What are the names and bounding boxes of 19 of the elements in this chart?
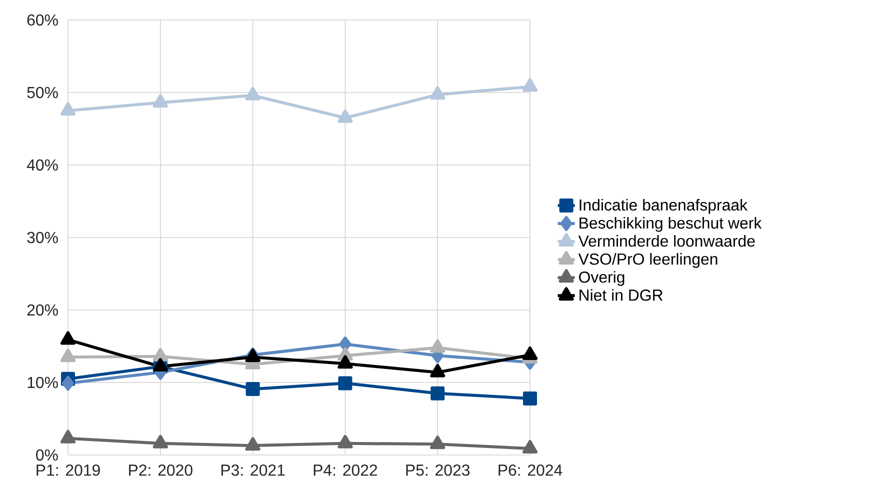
legend-label: Verminderde loonwaarde [578,235,755,247]
y-tick-label: 0% [36,449,58,461]
y-tick-label: 10% [28,376,58,388]
x-tick-label: P4: 2022 [314,464,378,476]
x-tick-label: P3: 2021 [221,464,285,476]
y-tick-label: 30% [27,232,58,244]
legend-label: VSO/PrO leerlingen [578,253,718,268]
y-tick-label: 60% [27,14,58,26]
legend-label: Niet in DGR [580,289,663,301]
y-tick-label: 20% [27,304,58,316]
x-tick-label: P5: 2023 [406,464,470,476]
legend-label: Overig [579,271,624,286]
x-tick-label: P2: 2020 [129,464,192,476]
y-tick-label: 50% [27,86,58,98]
x-tick-label: P1: 2019 [36,464,100,476]
y-tick-label: 40% [26,159,58,171]
legend-label: Beschikking beschut werk [580,216,762,232]
x-tick-label: P6: 2024 [498,464,562,476]
legend-label: Indicatie banenafspraak [580,198,748,214]
